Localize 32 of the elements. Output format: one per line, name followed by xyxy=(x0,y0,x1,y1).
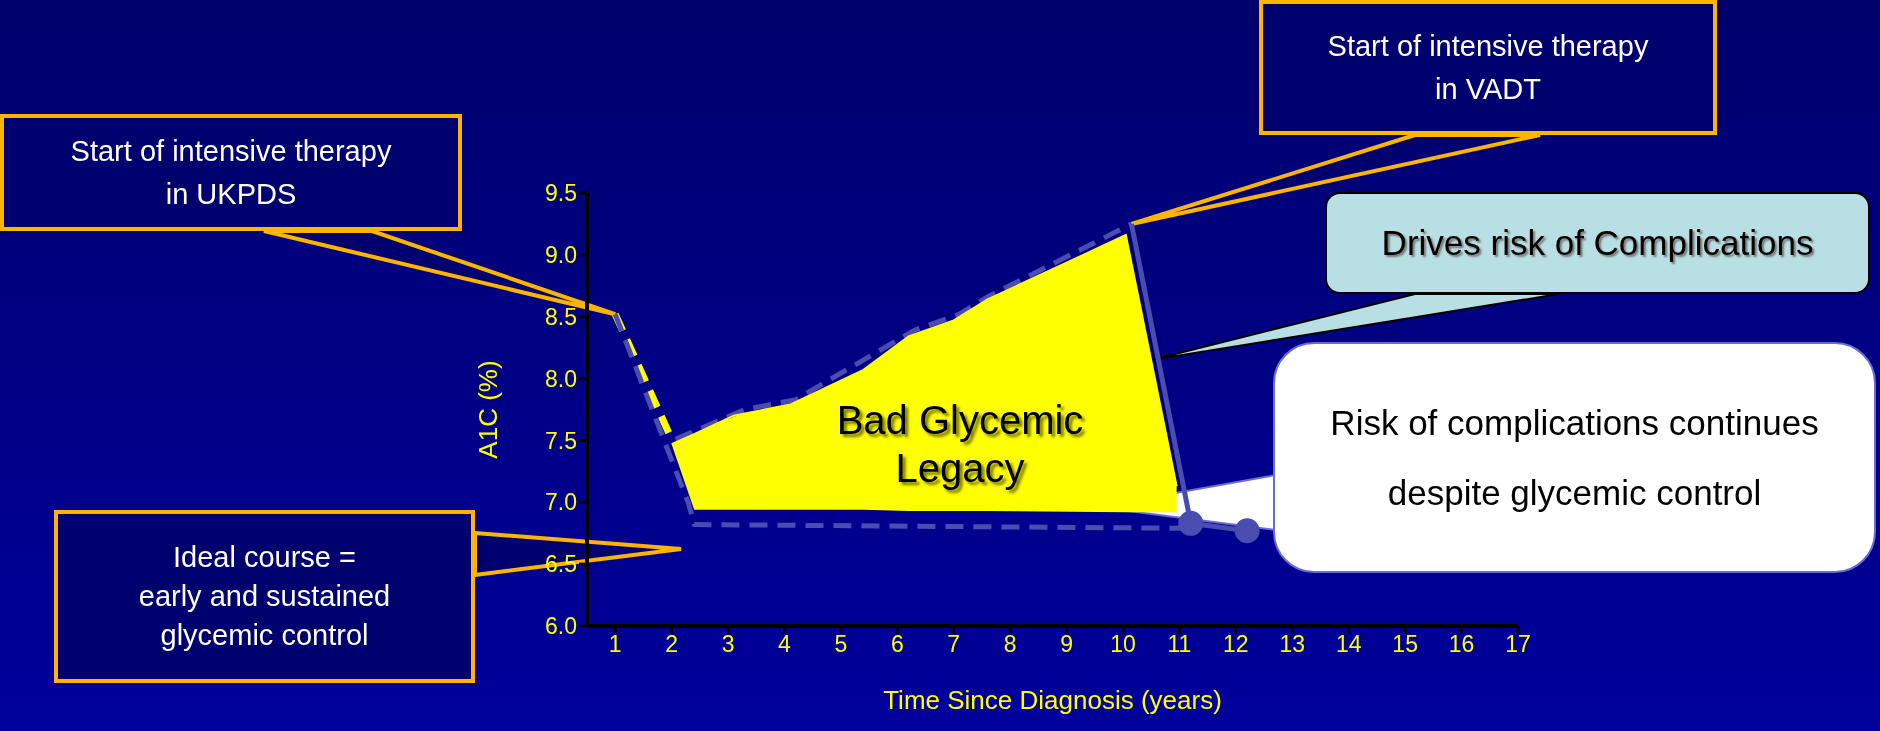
text: Ideal course = early and sustained glycemic control xyxy=(54,510,475,683)
annotation: Risk of complications continues despite glycemic control xyxy=(1273,342,1876,573)
x-tick-label: 17 xyxy=(1505,631,1531,658)
x-axis-title: Time Since Diagnosis (years) xyxy=(883,685,1222,715)
x-tick-label: 15 xyxy=(1392,631,1418,658)
x-tick-label: 1 xyxy=(608,631,622,658)
annotation: Start of intensive therapy in VADT xyxy=(1259,0,1717,135)
annotation: Drives risk of Complications xyxy=(1325,192,1870,294)
x-tick-label: 16 xyxy=(1448,631,1475,658)
y-tick-label: 6.0 xyxy=(545,613,577,640)
x-tick-label: 5 xyxy=(834,631,848,658)
x-tick-label: 8 xyxy=(1003,631,1017,658)
y-tick-label: 9.0 xyxy=(545,242,577,269)
y-tick-label: 7.0 xyxy=(545,489,577,516)
y-tick-label: 8.5 xyxy=(545,303,577,330)
annotation: Start of intensive therapy in UKPDS xyxy=(0,114,462,231)
x-tick-label: 14 xyxy=(1335,631,1362,658)
y-tick-label: 8.0 xyxy=(545,365,577,392)
x-tick-label: 11 xyxy=(1167,631,1192,658)
x-tick-label: 3 xyxy=(721,631,735,658)
y-axis-title: A1C (%) xyxy=(472,360,503,459)
x-tick-label: 6 xyxy=(890,631,904,658)
x-tick-label: 12 xyxy=(1223,631,1249,658)
annotation: Bad Glycemic Legacy xyxy=(835,397,1085,492)
x-tick-label: 10 xyxy=(1110,631,1136,658)
x-tick-label: 7 xyxy=(947,631,961,658)
x-tick-label: 4 xyxy=(778,631,792,658)
x-tick-label: 2 xyxy=(665,631,679,658)
x-tick-label: 13 xyxy=(1279,631,1306,658)
y-tick-label: 7.5 xyxy=(545,427,577,454)
x-tick-label: 9 xyxy=(1060,631,1073,658)
y-tick-label: 9.5 xyxy=(545,180,577,207)
